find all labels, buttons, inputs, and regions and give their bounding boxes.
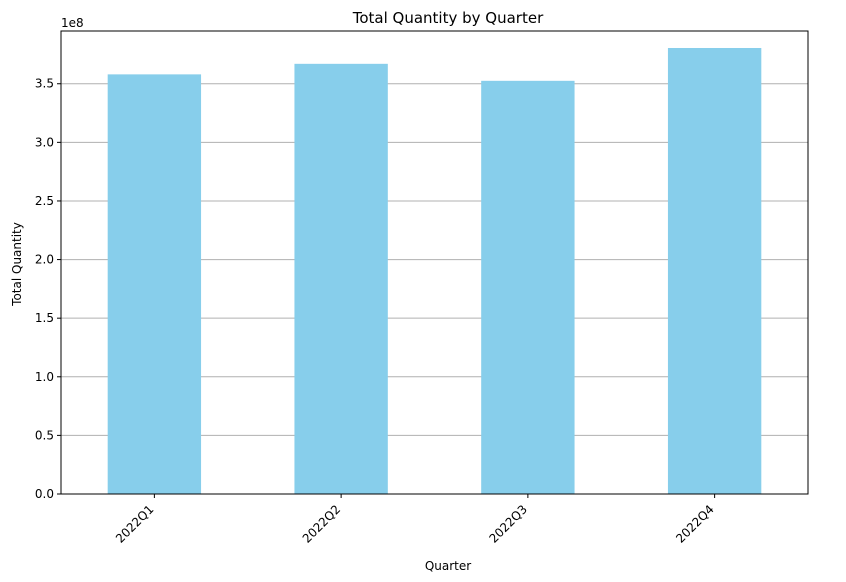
axes (60, 30, 809, 495)
y-tick-label: 2.5 (35, 194, 54, 208)
y-tick-label: 3.0 (35, 135, 54, 149)
bar-2022Q4 (667, 47, 762, 494)
x-axis-ticks: 2022Q1 2022Q2 2022Q3 2022Q4 (113, 494, 717, 546)
x-axis-label: Quarter (425, 559, 471, 573)
y-tick-label: 0.5 (35, 428, 54, 442)
chart-title: Total Quantity by Quarter (352, 9, 544, 27)
x-tick-label: 2022Q4 (673, 502, 717, 546)
y-tick-label: 0.0 (35, 487, 54, 501)
y-axis-label: Total Quantity (10, 222, 24, 307)
y-tick-label: 1.5 (35, 311, 54, 325)
y-tick-label: 3.5 (35, 77, 54, 91)
y-scale-label: 1e8 (61, 16, 84, 30)
x-tick-label: 2022Q3 (486, 502, 530, 546)
bar-2022Q1 (107, 74, 202, 494)
x-tick-label: 2022Q1 (113, 502, 157, 546)
y-tick-label: 1.0 (35, 370, 54, 384)
bars (107, 47, 762, 494)
bar-2022Q3 (481, 80, 575, 494)
bar-2022Q2 (294, 63, 388, 494)
x-tick-label: 2022Q2 (300, 502, 344, 546)
plot-frame (60, 30, 809, 495)
y-axis-ticks: 0.0 0.5 1.0 1.5 2.0 2.5 3.0 3.5 (35, 77, 61, 501)
y-tick-label: 2.0 (35, 253, 54, 267)
